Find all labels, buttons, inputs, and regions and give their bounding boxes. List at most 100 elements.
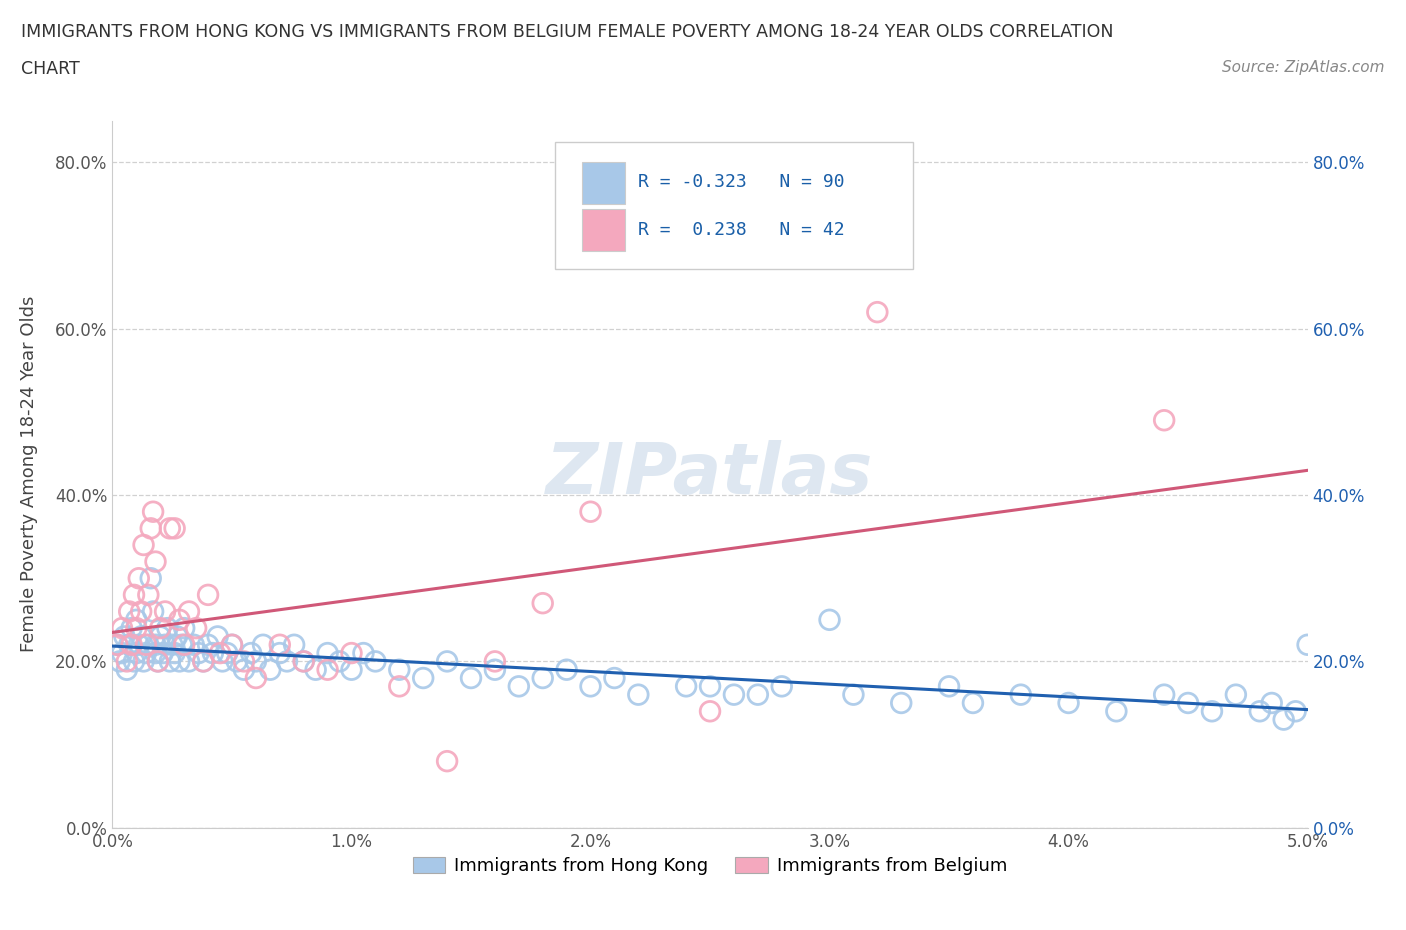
Point	[962, 696, 984, 711]
Point	[193, 654, 215, 669]
Point	[166, 629, 188, 644]
Point	[699, 679, 721, 694]
Point	[114, 629, 135, 644]
Point	[1153, 687, 1175, 702]
Point	[125, 612, 148, 627]
Point	[170, 637, 193, 652]
Point	[111, 645, 134, 660]
Point	[353, 645, 375, 660]
Point	[675, 679, 697, 694]
Point	[162, 637, 183, 652]
Point	[118, 604, 141, 619]
Point	[128, 637, 150, 652]
Point	[142, 604, 165, 619]
Point	[163, 521, 186, 536]
Point	[1057, 696, 1080, 711]
Point	[508, 679, 530, 694]
Point	[579, 504, 602, 519]
Point	[153, 637, 176, 652]
Point	[603, 671, 626, 685]
Point	[121, 620, 143, 635]
Y-axis label: Female Poverty Among 18-24 Year Olds: Female Poverty Among 18-24 Year Olds	[21, 296, 38, 653]
Point	[890, 696, 912, 711]
Point	[152, 645, 174, 660]
Point	[169, 654, 191, 669]
Point	[269, 637, 291, 652]
Point	[207, 629, 229, 644]
FancyBboxPatch shape	[582, 209, 626, 251]
Point	[818, 612, 841, 627]
Point	[1296, 637, 1319, 652]
Point	[460, 671, 482, 685]
Point	[145, 637, 167, 652]
Point	[1225, 687, 1247, 702]
Point	[149, 620, 172, 635]
Point	[252, 637, 274, 652]
Point	[1285, 704, 1308, 719]
Point	[153, 604, 176, 619]
Point	[1177, 696, 1199, 711]
Point	[111, 620, 134, 635]
Text: ZIPatlas: ZIPatlas	[547, 440, 873, 509]
Point	[221, 637, 243, 652]
Point	[259, 662, 281, 677]
Point	[1249, 704, 1271, 719]
Point	[866, 305, 889, 320]
Point	[245, 671, 267, 685]
Point	[145, 645, 167, 660]
Point	[187, 645, 209, 660]
Text: CHART: CHART	[21, 60, 80, 78]
Point	[1010, 687, 1032, 702]
Point	[225, 654, 247, 669]
Point	[484, 662, 506, 677]
Point	[135, 637, 157, 652]
Point	[531, 671, 554, 685]
Point	[283, 637, 305, 652]
Point	[138, 588, 160, 603]
Point	[173, 620, 195, 635]
Point	[1153, 413, 1175, 428]
Point	[193, 654, 215, 669]
Point	[329, 654, 352, 669]
Point	[436, 654, 458, 669]
Point	[1105, 704, 1128, 719]
Point	[122, 654, 145, 669]
Point	[159, 654, 181, 669]
Point	[173, 637, 195, 652]
Point	[149, 629, 172, 644]
Point	[217, 645, 239, 660]
Point	[105, 637, 128, 652]
Point	[770, 679, 793, 694]
Point	[145, 554, 167, 569]
Point	[183, 637, 205, 652]
Point	[197, 588, 219, 603]
FancyBboxPatch shape	[582, 162, 626, 204]
Point	[125, 645, 148, 660]
Point	[269, 645, 291, 660]
Point	[316, 662, 339, 677]
Point	[221, 637, 243, 652]
Point	[233, 654, 256, 669]
Point	[177, 654, 200, 669]
Point	[388, 662, 411, 677]
Point	[132, 538, 155, 552]
Point	[579, 679, 602, 694]
Text: Source: ZipAtlas.com: Source: ZipAtlas.com	[1222, 60, 1385, 75]
Point	[125, 620, 148, 635]
Point	[240, 645, 263, 660]
Point	[627, 687, 650, 702]
Point	[118, 637, 141, 652]
Point	[115, 662, 138, 677]
Point	[747, 687, 769, 702]
Point	[132, 654, 155, 669]
Point	[122, 588, 145, 603]
Point	[555, 662, 578, 677]
Point	[135, 645, 157, 660]
Point	[142, 504, 165, 519]
Point	[211, 654, 233, 669]
Point	[105, 637, 128, 652]
Point	[233, 662, 256, 677]
Point	[156, 620, 179, 635]
Point	[412, 671, 434, 685]
Point	[340, 645, 363, 660]
